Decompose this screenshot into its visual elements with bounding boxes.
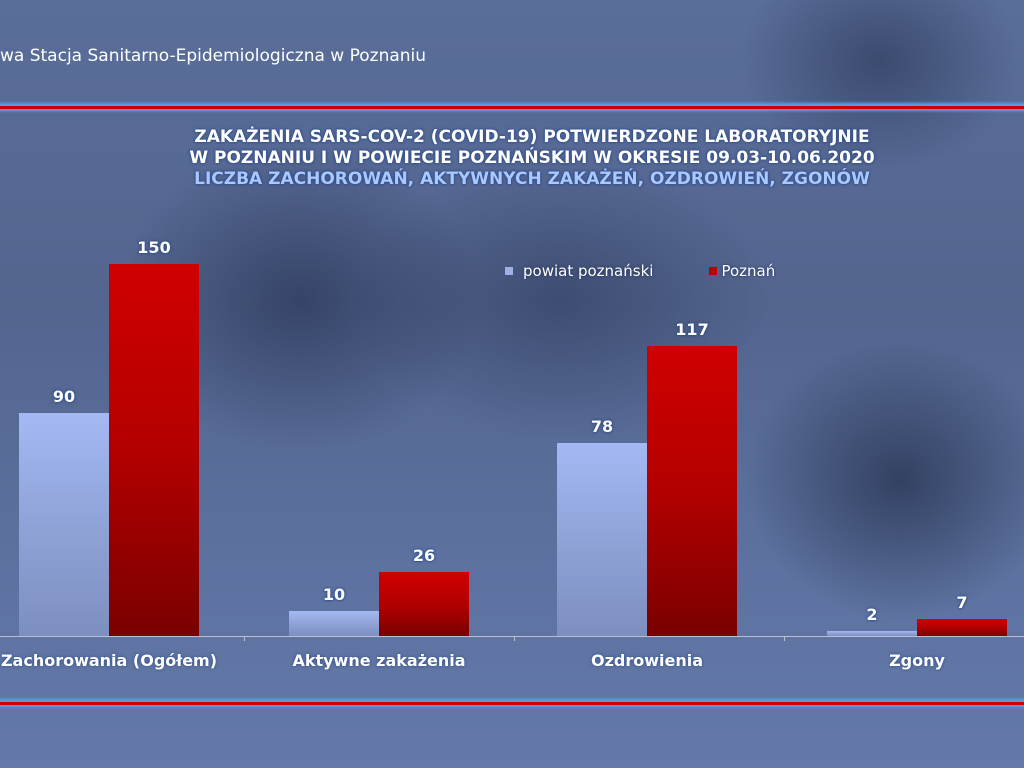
data-label: 7 [956,593,968,612]
chart-title: ZAKAŻENIA SARS-COV-2 (COVID-19) POTWIERD… [0,127,1024,190]
legend-label: Poznań [721,262,776,280]
legend-item-poznan: Poznań [709,262,775,280]
x-axis-tick [784,636,785,641]
category-label: Aktywne zakażenia [292,651,466,670]
data-label: 90 [52,387,76,406]
bar-poznan [917,619,1007,636]
legend-swatch-blue-icon [505,267,513,275]
data-label: 150 [137,238,171,257]
bar-poznan [379,572,469,636]
chart-title-line-2: W POZNANIU I W POWIECIE POZNAŃSKIM W OKR… [189,148,875,168]
category-label: Ozdrowienia [590,651,704,670]
top-divider [0,101,1024,113]
data-label: 2 [866,605,878,624]
bar-powiat [19,413,109,636]
bar-powiat [289,611,379,636]
bottom-divider [0,697,1024,709]
header-title: wa Stacja Sanitarno-Epidemiologiczna w P… [0,46,427,66]
category-label: Zgony [889,651,945,670]
bar-poznan [109,264,199,636]
bar-powiat [557,443,647,636]
x-axis-tick [514,636,515,641]
legend-swatch-red-icon [709,267,718,275]
x-axis [0,636,1024,637]
chart-subtitle: LICZBA ZACHOROWAŃ, AKTYWNYCH ZAKAŻEŃ, OZ… [194,169,870,189]
legend-item-powiat: powiat poznański [505,262,653,280]
data-label: 26 [412,546,436,565]
legend-label: powiat poznański [523,262,654,280]
bar-poznan [647,346,737,636]
x-axis-tick [244,636,245,641]
bar-powiat [827,631,917,636]
data-label: 10 [322,585,346,604]
data-label: 117 [675,320,709,339]
chart-title-line-1: ZAKAŻENIA SARS-COV-2 (COVID-19) POTWIERD… [194,127,870,147]
data-label: 78 [590,417,614,436]
category-label: Zachorowania (Ogółem) [0,651,218,670]
chart-legend: powiat poznański Poznań [505,262,831,280]
